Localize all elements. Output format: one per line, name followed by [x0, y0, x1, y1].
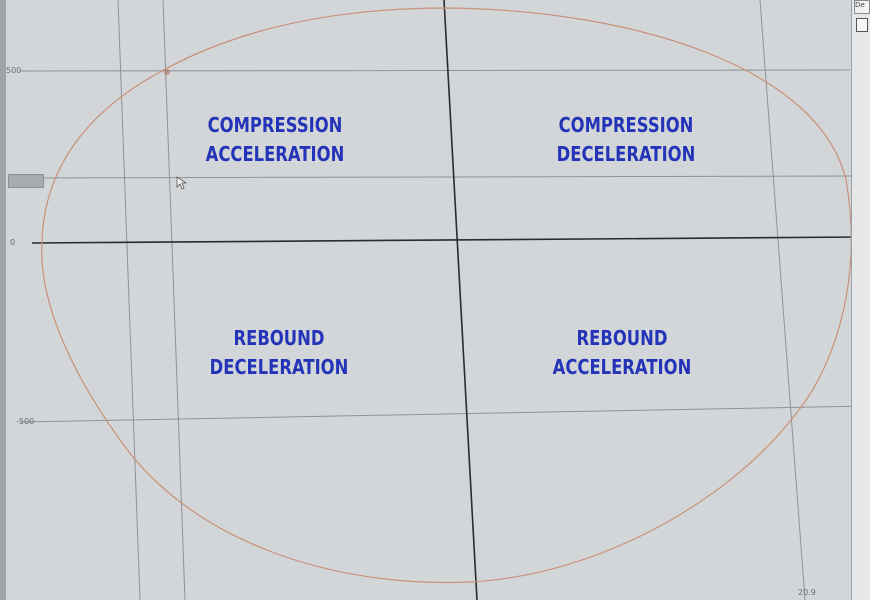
y-tick-minus-500: -500	[16, 417, 35, 426]
cursor-value-box	[8, 174, 44, 188]
label-compression-deceleration-line1: COMPRESSION	[558, 113, 694, 137]
grid-line-v3	[759, 0, 806, 600]
label-rebound-deceleration-line2: DECELERATION	[209, 355, 349, 379]
label-compression-acceleration-line1: COMPRESSION	[207, 113, 343, 137]
mouse-pointer-icon	[176, 176, 188, 190]
y-axis	[443, 0, 478, 600]
y-tick-500: 500	[6, 66, 22, 75]
label-rebound-acceleration-line2: ACCELERATION	[552, 355, 692, 379]
grid-line-h3	[19, 405, 869, 423]
x-axis	[31, 236, 863, 244]
label-rebound-deceleration-line1: REBOUND	[233, 326, 325, 350]
label-rebound-acceleration-line1: REBOUND	[576, 326, 668, 350]
side-panel: De	[851, 0, 870, 600]
side-panel-button[interactable]	[856, 18, 868, 32]
label-compression-acceleration-line2: ACCELERATION	[205, 142, 345, 166]
label-rebound-deceleration: REBOUND DECELERATION	[209, 324, 349, 382]
damper-loop-curve	[41, 7, 852, 584]
grid-line-v2	[162, 0, 186, 600]
label-compression-deceleration: COMPRESSION DECELERATION	[556, 111, 696, 169]
grid-line-h2	[9, 175, 856, 179]
grid-line-h1	[19, 69, 851, 72]
y-tick-0: 0	[10, 238, 16, 247]
label-compression-deceleration-line2: DECELERATION	[556, 142, 696, 166]
label-compression-acceleration: COMPRESSION ACCELERATION	[205, 111, 345, 169]
x-tick-20-9: 20.9	[798, 588, 816, 597]
curve-marker-dot	[164, 69, 170, 75]
grid-line-v1	[117, 0, 141, 600]
side-panel-tab[interactable]: De	[854, 0, 870, 14]
label-rebound-acceleration: REBOUND ACCELERATION	[552, 324, 692, 382]
window-left-edge	[0, 0, 6, 600]
